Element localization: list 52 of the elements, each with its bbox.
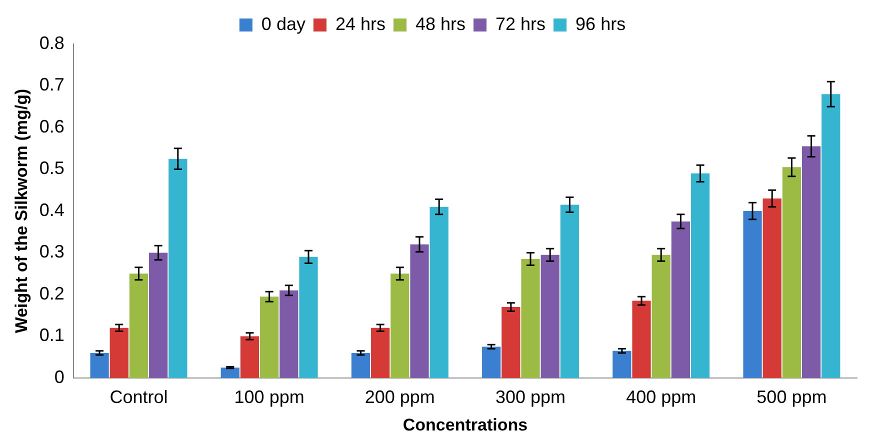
legend-label: 0 day [261, 14, 306, 34]
y-tick-label: 0.7 [39, 74, 64, 95]
bar [632, 300, 651, 378]
bar [90, 352, 109, 378]
bar [299, 256, 318, 378]
bar [240, 336, 260, 378]
y-tick-label: 0 [54, 366, 64, 387]
bar [390, 274, 410, 378]
bar [430, 206, 448, 378]
y-tick-label: 0.4 [39, 200, 64, 220]
bar [560, 204, 579, 378]
bar [521, 259, 540, 378]
y-tick-label: 0.6 [39, 116, 64, 136]
bar [743, 211, 762, 378]
legend-label: 48 hrs [415, 14, 466, 34]
bar [149, 252, 168, 378]
y-tick-label: 0.2 [39, 283, 64, 304]
bar [502, 307, 520, 378]
bar [671, 221, 690, 378]
x-tick-label: 200 ppm [364, 386, 435, 407]
y-tick-label: 0.1 [39, 325, 64, 346]
bar [540, 254, 560, 378]
bar [280, 290, 298, 378]
bar [110, 328, 128, 378]
legend-label: 24 hrs [335, 14, 386, 34]
bar [690, 173, 710, 378]
bar [371, 328, 390, 378]
legend-label: 72 hrs [496, 14, 546, 34]
y-tick-label: 0.3 [39, 242, 64, 262]
bar [802, 146, 821, 378]
bar [260, 296, 279, 378]
bar [782, 167, 802, 378]
bar [351, 352, 370, 378]
y-axis-title: Weight of the Silkworm (mg/g) [12, 88, 31, 334]
x-tick-label: 500 ppm [756, 386, 827, 407]
bar [410, 244, 429, 378]
x-axis-title: Concentrations [402, 415, 528, 434]
bar [652, 254, 670, 378]
bar [822, 94, 840, 378]
bar [168, 158, 188, 378]
bar [129, 274, 148, 378]
y-tick-label: 0.5 [39, 158, 64, 178]
x-tick-label: Control [110, 386, 168, 407]
y-tick-label: 0.8 [39, 32, 64, 53]
bar [612, 350, 632, 378]
bar [482, 346, 501, 378]
x-tick-label: 400 ppm [626, 386, 696, 407]
bar [762, 198, 782, 378]
legend-label: 96 hrs [576, 14, 626, 34]
x-tick-label: 300 ppm [495, 386, 566, 407]
bar [220, 368, 240, 378]
x-tick-label: 100 ppm [234, 386, 304, 407]
